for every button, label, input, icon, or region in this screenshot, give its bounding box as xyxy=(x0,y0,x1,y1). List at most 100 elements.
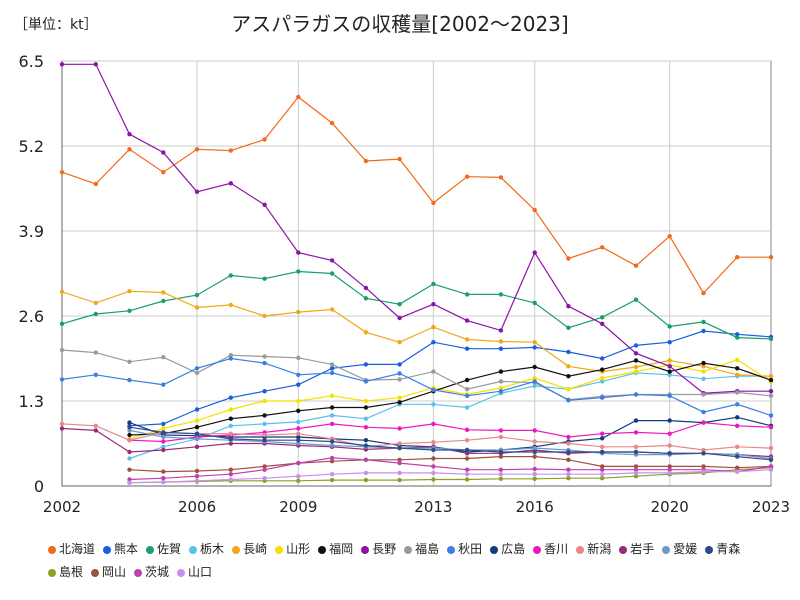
data-point xyxy=(363,398,369,404)
data-point xyxy=(262,413,267,418)
data-point xyxy=(701,364,706,369)
legend-item: 北海道 xyxy=(48,540,95,557)
data-point xyxy=(262,421,267,427)
data-point xyxy=(161,469,166,474)
data-point xyxy=(633,351,639,356)
data-point xyxy=(161,426,166,431)
data-point xyxy=(194,292,200,298)
data-point xyxy=(600,431,605,436)
legend-label: 茨城 xyxy=(145,565,170,579)
legend-label: 北海道 xyxy=(59,542,96,556)
data-point xyxy=(161,298,166,304)
data-point xyxy=(667,364,672,369)
data-point xyxy=(93,62,99,67)
data-point xyxy=(498,175,504,180)
data-point xyxy=(329,370,335,376)
data-point xyxy=(397,362,402,367)
data-point xyxy=(768,255,774,260)
data-point xyxy=(633,464,639,469)
data-point xyxy=(363,330,369,335)
data-point xyxy=(532,472,537,477)
data-point xyxy=(127,477,132,482)
data-point xyxy=(667,340,672,345)
data-point xyxy=(363,296,369,301)
data-point xyxy=(127,467,132,472)
legend-item: 香川 xyxy=(533,540,568,557)
data-point xyxy=(667,372,672,377)
data-point xyxy=(566,457,571,462)
data-point xyxy=(127,147,132,152)
data-point xyxy=(667,443,672,448)
legend-marker-icon xyxy=(48,545,56,554)
data-point xyxy=(228,467,233,472)
legend-label: 岩手 xyxy=(630,542,655,556)
data-point xyxy=(735,335,740,340)
data-point xyxy=(228,477,233,482)
data-point xyxy=(296,441,301,446)
data-point xyxy=(600,464,605,469)
data-point xyxy=(329,405,335,410)
data-point xyxy=(735,390,740,395)
legend-item: 山口 xyxy=(177,563,212,580)
data-point xyxy=(566,374,571,379)
data-point xyxy=(701,392,706,397)
data-point xyxy=(768,374,774,379)
data-point xyxy=(296,372,301,377)
data-point xyxy=(296,309,301,315)
data-point xyxy=(566,304,571,309)
data-point xyxy=(566,387,571,392)
data-point xyxy=(431,387,436,393)
data-point xyxy=(329,439,335,444)
data-point xyxy=(701,369,706,374)
data-point xyxy=(464,346,470,351)
data-point xyxy=(397,315,402,321)
data-point xyxy=(532,428,537,433)
data-point xyxy=(363,438,369,443)
data-point xyxy=(566,349,571,355)
data-point xyxy=(532,364,537,370)
data-point xyxy=(59,289,65,294)
data-point xyxy=(363,158,369,164)
data-point xyxy=(363,477,369,483)
data-point xyxy=(498,472,504,477)
data-point xyxy=(127,456,132,461)
data-point xyxy=(532,379,537,384)
data-point xyxy=(93,372,99,377)
data-point xyxy=(194,478,200,483)
data-point xyxy=(498,467,504,472)
data-point xyxy=(464,451,470,456)
data-point xyxy=(194,431,200,436)
legend-marker-icon xyxy=(146,545,155,554)
data-point xyxy=(701,409,706,415)
data-point xyxy=(262,276,267,281)
y-tick-label: 6.5 xyxy=(19,52,44,71)
data-point xyxy=(566,441,571,446)
data-point xyxy=(701,420,706,425)
data-point xyxy=(296,419,301,425)
data-point xyxy=(532,340,537,345)
data-point xyxy=(768,467,774,472)
data-point xyxy=(194,468,200,474)
data-point xyxy=(59,170,65,175)
data-point xyxy=(566,467,571,472)
data-point xyxy=(431,340,436,345)
legend-marker-icon xyxy=(91,568,100,577)
data-point xyxy=(532,439,537,444)
data-point xyxy=(397,377,402,382)
data-point xyxy=(363,416,369,421)
data-point xyxy=(464,477,470,482)
data-point xyxy=(59,377,65,382)
legend-marker-icon xyxy=(103,545,112,554)
data-point xyxy=(735,469,740,474)
legend-label: 栃木 xyxy=(200,542,225,556)
data-point xyxy=(464,472,470,477)
data-point xyxy=(498,389,504,394)
legend-item: 佐賀 xyxy=(146,540,181,557)
data-point xyxy=(431,470,436,476)
data-point xyxy=(329,120,335,126)
legend-label: 愛媛 xyxy=(673,542,698,556)
legend-item: 島根 xyxy=(48,563,83,580)
data-point xyxy=(329,472,335,477)
data-point xyxy=(768,389,774,394)
data-point xyxy=(228,472,233,477)
